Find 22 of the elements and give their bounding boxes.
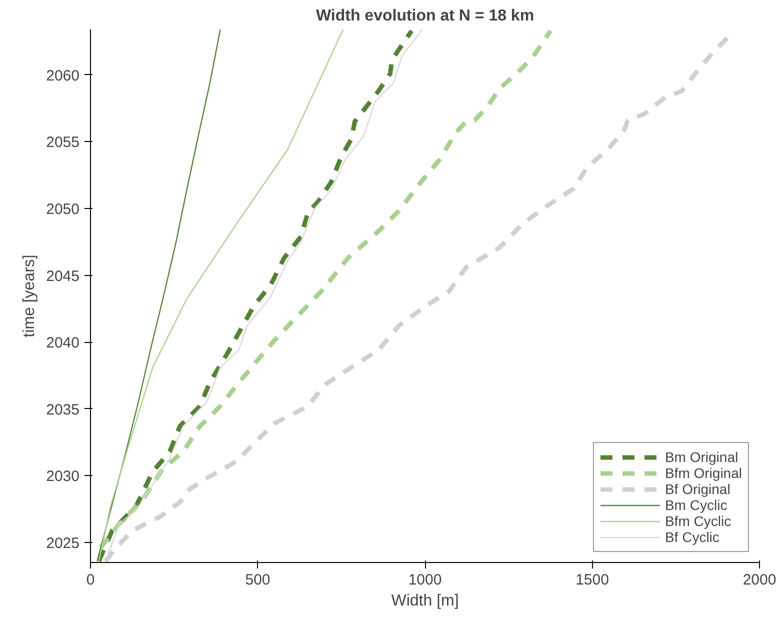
y-tick-label: 2035 [46, 401, 80, 418]
chart-title: Width evolution at N = 18 km [316, 8, 534, 24]
y-tick-label: 2025 [46, 534, 80, 552]
x-tick-label: 0 [86, 572, 95, 588]
y-tick-label: 2060 [46, 67, 80, 84]
y-tick-label: 2050 [46, 201, 80, 218]
x-tick-label: 2000 [742, 572, 776, 588]
legend-label: Bfm Cyclic [664, 513, 732, 529]
legend-label: Bm Cyclic [664, 497, 728, 513]
legend-label: Bf Original [664, 481, 730, 497]
legend-label: Bfm Original [664, 465, 742, 481]
y-tick-label: 2055 [46, 134, 80, 152]
y-tick-label: 2045 [46, 268, 80, 285]
y-axis-title: time [years] [21, 254, 38, 338]
legend-label: Bf Cyclic [664, 529, 720, 545]
x-axis-title: Width [m] [391, 592, 459, 610]
y-tick-label: 2030 [46, 468, 80, 486]
x-tick-label: 1000 [408, 572, 442, 588]
x-tick-label: 500 [245, 572, 270, 588]
y-tick-label: 2040 [46, 334, 80, 352]
legend-label: Bm Original [664, 449, 738, 465]
x-tick-label: 1500 [576, 572, 609, 588]
